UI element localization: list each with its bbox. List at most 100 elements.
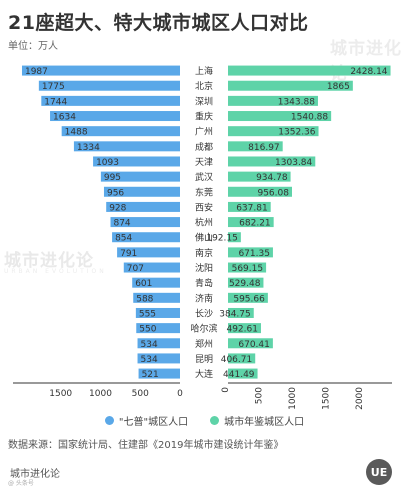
bar-census <box>135 307 180 318</box>
bar-yearbook <box>228 65 391 76</box>
legend-item-census: "七普"城区人口 <box>104 413 189 428</box>
bar-label-yearbook: 816.97 <box>248 143 280 153</box>
bar-label-yearbook: 529.48 <box>229 279 261 289</box>
bar-yearbook <box>228 277 264 288</box>
watermark-text: 城市进化论 <box>4 251 94 271</box>
bar-label-yearbook: 934.78 <box>256 173 288 183</box>
bar-yearbook <box>228 126 319 137</box>
city-label: 武汉 <box>195 171 213 183</box>
bar-label-yearbook: 406.71 <box>221 355 253 365</box>
bar-label-census: 1744 <box>44 97 67 107</box>
bar-label-yearbook: 671.35 <box>238 249 270 259</box>
bar-label-yearbook: 1865 <box>327 82 350 92</box>
bar-census <box>93 156 180 167</box>
bar-census <box>61 126 180 137</box>
bar-yearbook <box>228 338 273 349</box>
bar-label-census: 874 <box>113 219 130 229</box>
city-label: 昆明 <box>195 354 213 365</box>
bar-census <box>137 338 180 349</box>
bar-label-census: 1488 <box>65 128 88 138</box>
bar-label-yearbook: 637.81 <box>236 203 268 213</box>
bar-yearbook <box>228 353 256 364</box>
city-label: 成都 <box>195 141 213 153</box>
legend-label-yearbook: 城市年鉴城区人口 <box>224 417 305 428</box>
bar-census <box>132 277 180 288</box>
city-label: 郑州 <box>195 338 213 350</box>
legend-dot-census <box>104 416 114 425</box>
legend-label-census: "七普"城区人口 <box>118 417 189 428</box>
bar-label-yearbook: 384.75 <box>219 309 251 319</box>
city-label: 杭州 <box>195 217 213 229</box>
bar-label-census: 956 <box>107 188 124 198</box>
bar-label-census: 555 <box>139 309 156 319</box>
city-label: 重庆 <box>195 111 213 123</box>
bar-yearbook <box>228 307 254 318</box>
bar-yearbook <box>228 292 268 303</box>
tick-label-right: 0 <box>221 387 231 393</box>
bar-yearbook <box>228 156 316 167</box>
bar-label-census: 791 <box>120 249 137 259</box>
city-label: 哈尔滨 <box>190 323 217 335</box>
bar-yearbook <box>228 186 292 197</box>
bar-label-yearbook: 595.66 <box>233 294 265 304</box>
legend-dot-yearbook <box>210 416 220 425</box>
butterfly-bar-chart: 1987 2428.14 上海 1775 1865 北京 1744 1343.88 深圳 1634… <box>13 65 392 410</box>
bar-yearbook <box>228 201 271 212</box>
bar-label-census: 1634 <box>53 113 76 123</box>
footer-subtext: @ 头条号 <box>8 480 34 487</box>
bar-census <box>137 353 180 364</box>
bar-yearbook <box>228 368 258 379</box>
bar-label-census: 534 <box>141 355 158 365</box>
city-label: 深圳 <box>195 96 213 107</box>
bar-label-census: 601 <box>135 279 152 289</box>
bar-yearbook <box>228 80 353 91</box>
bar-label-census: 550 <box>139 325 156 335</box>
city-label: 沈阳 <box>195 262 213 274</box>
bar-label-yearbook: 569.15 <box>232 264 264 274</box>
bar-label-yearbook: 492.61 <box>226 325 258 335</box>
bar-label-census: 1093 <box>96 158 119 168</box>
bar-census <box>106 201 180 212</box>
bar-label-census: 588 <box>136 294 153 304</box>
legend-item-yearbook: 城市年鉴城区人口 <box>210 413 304 428</box>
tick-label-left: 500 <box>132 389 149 399</box>
city-label: 济南 <box>195 292 213 304</box>
bar-label-yearbook: 1303.84 <box>275 158 312 168</box>
tick-label-right: 500 <box>254 387 264 404</box>
bar-yearbook <box>228 323 261 334</box>
city-label: 东莞 <box>195 186 213 198</box>
city-label: 青岛 <box>195 277 213 289</box>
data-source: 数据来源：国家统计局、住建部《2019年城市建设统计年鉴》 <box>8 440 284 451</box>
bar-label-yearbook: 2428.14 <box>350 67 387 77</box>
legend: "七普"城区人口 城市年鉴城区人口 <box>0 413 409 428</box>
bar-yearbook <box>228 95 318 106</box>
tick-label-right: 1500 <box>321 387 331 410</box>
bar-label-census: 1987 <box>25 67 48 77</box>
tick-label-right: 2000 <box>355 387 365 410</box>
city-label: 北京 <box>195 80 213 92</box>
bar-census <box>21 65 180 76</box>
bar-census <box>112 232 180 243</box>
tick-label-left: 0 <box>177 389 183 399</box>
bar-census <box>117 247 180 258</box>
tick-label-left: 1500 <box>49 389 72 399</box>
bar-label-yearbook: 956.08 <box>257 188 289 198</box>
bar-label-census: 995 <box>104 173 121 183</box>
city-label: 大连 <box>195 368 213 380</box>
bar-label-yearbook: 192.15 <box>206 234 238 244</box>
bar-yearbook <box>228 171 291 182</box>
city-label: 长沙 <box>195 307 213 319</box>
bar-yearbook <box>228 232 241 243</box>
bar-census <box>133 292 180 303</box>
city-label: 广州 <box>195 126 213 138</box>
bar-census <box>73 141 180 152</box>
bar-label-census: 1775 <box>42 82 65 92</box>
footer-brand: 城市进化论 <box>10 469 60 480</box>
bar-census <box>123 262 180 273</box>
bar-label-census: 707 <box>127 264 144 274</box>
bar-census <box>138 368 180 379</box>
bar-census <box>41 95 181 106</box>
bar-label-yearbook: 1540.88 <box>291 113 328 123</box>
city-label: 天津 <box>195 157 213 168</box>
bar-label-yearbook: 670.41 <box>238 340 270 350</box>
